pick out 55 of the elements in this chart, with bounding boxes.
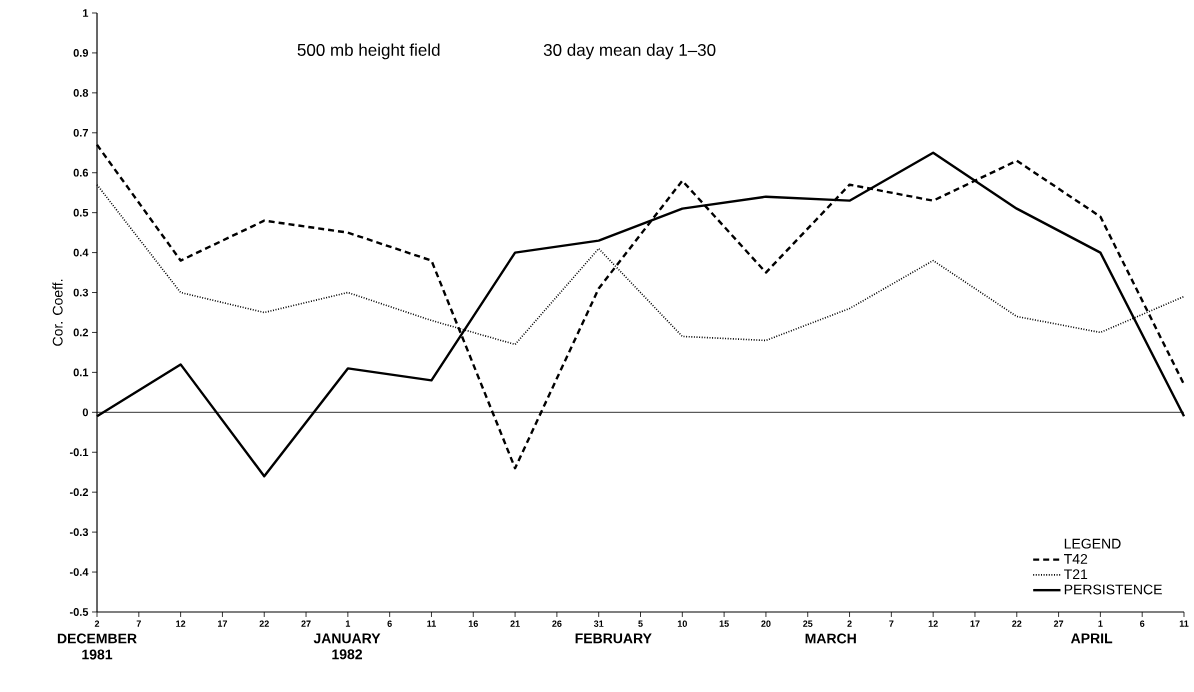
y-tick-label: 0.6 [73,168,89,177]
x-tick-label: 15 [719,620,729,627]
text: APRIL [1070,633,1113,644]
x-tick-label: 25 [803,620,813,627]
y-axis-title: Cor. Coeff. [52,279,63,346]
x-tick-label: 27 [1053,620,1064,627]
y-tick-label: 0 [82,408,89,417]
x-tick-label: 7 [136,620,141,627]
y-tick-label: -0.2 [69,488,89,497]
x-tick-label: 2 [847,620,852,627]
x-tick-label: 12 [176,620,186,627]
y-tick-label: 0.1 [73,368,89,377]
text: 500 mb height field [297,43,440,60]
text: MARCH [805,633,856,644]
x-tick-label: 22 [1012,620,1022,627]
y-tick-label: 0.3 [73,288,89,297]
y-tick-label: 0.7 [73,128,88,137]
y-tick-label: -0.1 [69,448,89,457]
x-tick-label: 20 [761,620,771,627]
text: DECEMBER 1981 [57,633,137,660]
y-tick-label: -0.4 [69,568,89,576]
legend-label: PERSISTENCE [1064,584,1162,595]
y-tick-label: 0.9 [73,49,89,57]
x-tick-label: 6 [387,620,392,627]
legend-label: T42 [1064,553,1088,564]
x-tick-label: 6 [1140,620,1145,627]
legend-label: T21 [1064,569,1088,580]
x-tick-label: 11 [427,620,436,627]
y-tick-label: -0.3 [69,528,89,537]
x-tick-label: 1 [1098,620,1103,627]
x-tick-label: 17 [970,620,980,627]
legend-title: LEGEND [1064,538,1121,549]
text: JANUARY 1982 [313,633,381,660]
x-tick-label: 16 [468,620,478,627]
x-tick-label: 5 [638,620,643,627]
y-tick-label: -0.5 [69,608,89,616]
y-tick-label: 0.4 [73,248,89,257]
text: 30 day mean day 1–30 [543,43,716,60]
x-tick-label: 22 [259,620,269,627]
x-tick-label: 26 [552,620,562,627]
x-tick-label: 17 [217,620,228,627]
y-tick-label: 0.5 [73,208,89,217]
x-tick-label: 27 [301,620,311,627]
y-tick-label: 1 [83,9,89,17]
x-tick-label: 1 [345,620,351,627]
x-tick-label: 10 [677,620,687,627]
y-tick-label: 0.8 [73,88,89,97]
y-tick-label: 0.2 [73,328,89,337]
x-tick-label: 7 [889,620,894,627]
x-tick-label: 11 [1179,620,1189,627]
text: FEBRUARY [575,633,652,644]
x-tick-label: 2 [94,620,100,627]
x-tick-label: 12 [928,620,938,627]
x-tick-label: 21 [510,620,520,627]
x-tick-label: 31 [593,620,604,627]
